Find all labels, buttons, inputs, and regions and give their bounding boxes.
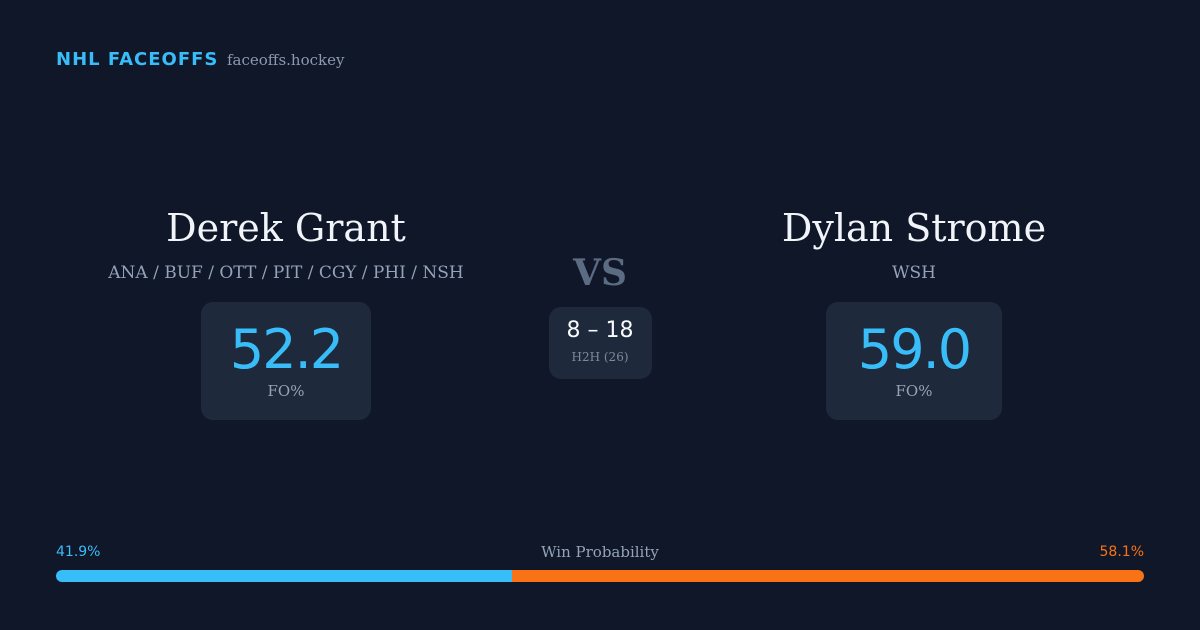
stat-box xyxy=(201,302,371,420)
player-name: Dylan Strome xyxy=(781,206,1047,250)
prob-segment xyxy=(511,570,1144,582)
prob-title: Win Probability xyxy=(541,543,659,561)
player-teams: ANA / BUF / OTT / PIT / CGY / PHI / NSH xyxy=(108,263,464,283)
player-teams: WSH xyxy=(892,263,936,283)
fo-label: FO% xyxy=(895,382,933,400)
prob-label: 58.1% xyxy=(1099,544,1144,560)
h2h-box xyxy=(549,307,652,379)
prob-bar xyxy=(56,570,1144,582)
prob-label: 41.9% xyxy=(56,544,101,560)
prob-segment xyxy=(56,570,512,582)
fo-pct: 52.2 xyxy=(229,318,344,381)
h2h-label: H2H (26) xyxy=(571,350,629,364)
site-name: faceoffs.hockey xyxy=(227,51,345,69)
player-name: Derek Grant xyxy=(166,206,406,250)
h2h-score: 8 – 18 xyxy=(566,318,634,343)
vs: VS xyxy=(573,252,627,294)
fo-pct: 59.0 xyxy=(857,318,972,381)
fo-label: FO% xyxy=(267,382,305,400)
brand-title: NHL FACEOFFS xyxy=(56,49,219,70)
stat-box xyxy=(826,302,1002,420)
